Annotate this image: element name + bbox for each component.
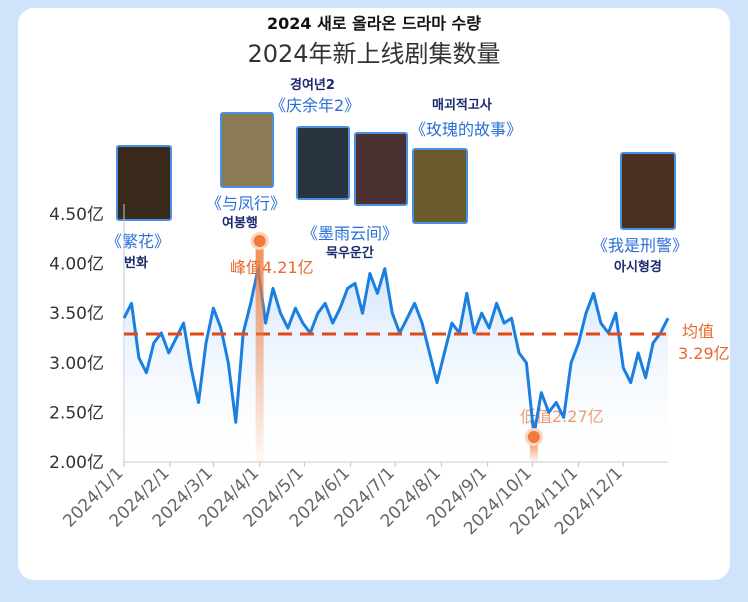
drama-label-ko-6: 아시형경	[614, 260, 662, 275]
y-tick-label: 4.50亿	[49, 205, 104, 225]
y-tick-label: 3.00亿	[49, 354, 104, 374]
average-value-label: 3.29亿	[678, 344, 730, 363]
y-tick-label: 2.00亿	[49, 453, 104, 473]
poster-yufengxing	[220, 112, 274, 188]
y-tick-label: 2.50亿	[49, 403, 104, 423]
area-fill	[124, 268, 668, 462]
low-marker	[527, 431, 540, 443]
poster-meiguidegushi	[412, 148, 468, 224]
peak-marker	[253, 235, 266, 247]
drama-label-zh-4: 《墨雨云间》	[302, 224, 399, 243]
drama-label-zh-1: 《繁花》	[106, 232, 171, 251]
peak-bar	[255, 244, 264, 462]
drama-label-zh-5: 《玫瑰的故事》	[410, 120, 523, 139]
y-tick-label: 4.00亿	[49, 255, 104, 275]
poster-moyuyunjian	[354, 132, 408, 206]
average-label: 均值	[682, 322, 715, 341]
poster-qingyunian	[296, 126, 350, 200]
poster-fanhua	[116, 145, 172, 221]
low-bar	[529, 440, 538, 462]
chart-title: 2024年新上线剧集数量	[247, 40, 501, 68]
drama-label-zh-3: 《庆余年2》	[270, 96, 361, 115]
drama-label-ko-4: 묵우운간	[326, 246, 374, 261]
drama-label-ko-2: 여봉행	[222, 216, 258, 231]
poster-woshixingjing	[620, 152, 676, 230]
drama-label-ko-3: 경여년2	[290, 78, 335, 93]
drama-label-zh-2: 《与凤行》	[206, 194, 287, 213]
drama-label-ko-5: 매괴적고사	[432, 98, 492, 113]
korean-title: 2024 새로 올라온 드라마 수량	[266, 14, 481, 33]
drama-label-zh-6: 《我是刑警》	[592, 236, 689, 255]
y-tick-label: 3.50亿	[49, 304, 104, 324]
peak-label: 峰值4.21亿	[230, 258, 314, 277]
drama-label-ko-1: 번화	[124, 256, 148, 271]
series-line	[122, 267, 670, 437]
